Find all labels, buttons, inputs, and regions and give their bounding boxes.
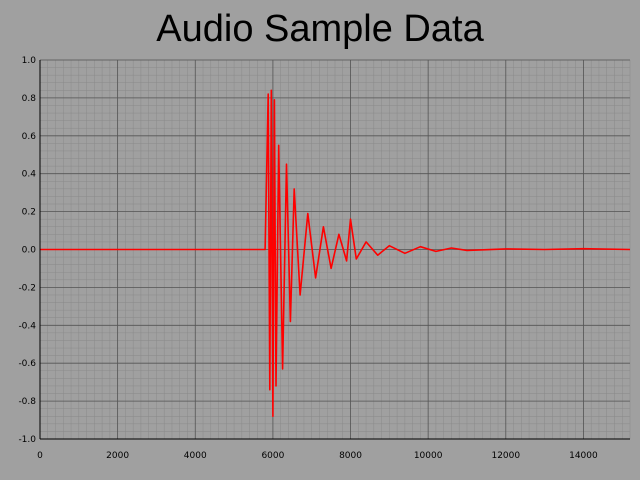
y-tick-label: -0.2: [18, 283, 36, 293]
x-tick-label: 8000: [339, 451, 362, 461]
y-tick-label: 1.0: [22, 56, 37, 66]
y-tick-label: 0.2: [22, 208, 36, 218]
y-tick-label: -0.4: [18, 321, 36, 331]
y-tick-label: 0.8: [22, 94, 37, 104]
x-tick-label: 14000: [569, 451, 598, 461]
y-tick-label: 0.4: [22, 170, 37, 180]
series-line: [40, 89, 631, 418]
chart-title: Audio Sample Data: [156, 8, 484, 50]
y-tick-label: 0.6: [22, 132, 37, 142]
x-tick-label: 4000: [184, 451, 207, 461]
x-tick-label: 10000: [414, 451, 443, 461]
x-tick-label: 6000: [261, 451, 284, 461]
y-tick-label: -0.6: [18, 359, 36, 369]
tick-labels: 0 2000 4000 6000 8000 10000 12000 14000 -1.0 -0.8…: [18, 56, 598, 461]
axes: [39, 60, 630, 440]
x-tick-label: 0: [37, 451, 43, 461]
y-tick-label: 0.0: [22, 246, 37, 256]
y-tick-label: -1.0: [18, 435, 36, 445]
x-tick-label: 2000: [106, 451, 129, 461]
series-layer: [40, 89, 631, 418]
y-tick-label: -0.8: [18, 397, 36, 407]
x-tick-label: 12000: [491, 451, 520, 461]
